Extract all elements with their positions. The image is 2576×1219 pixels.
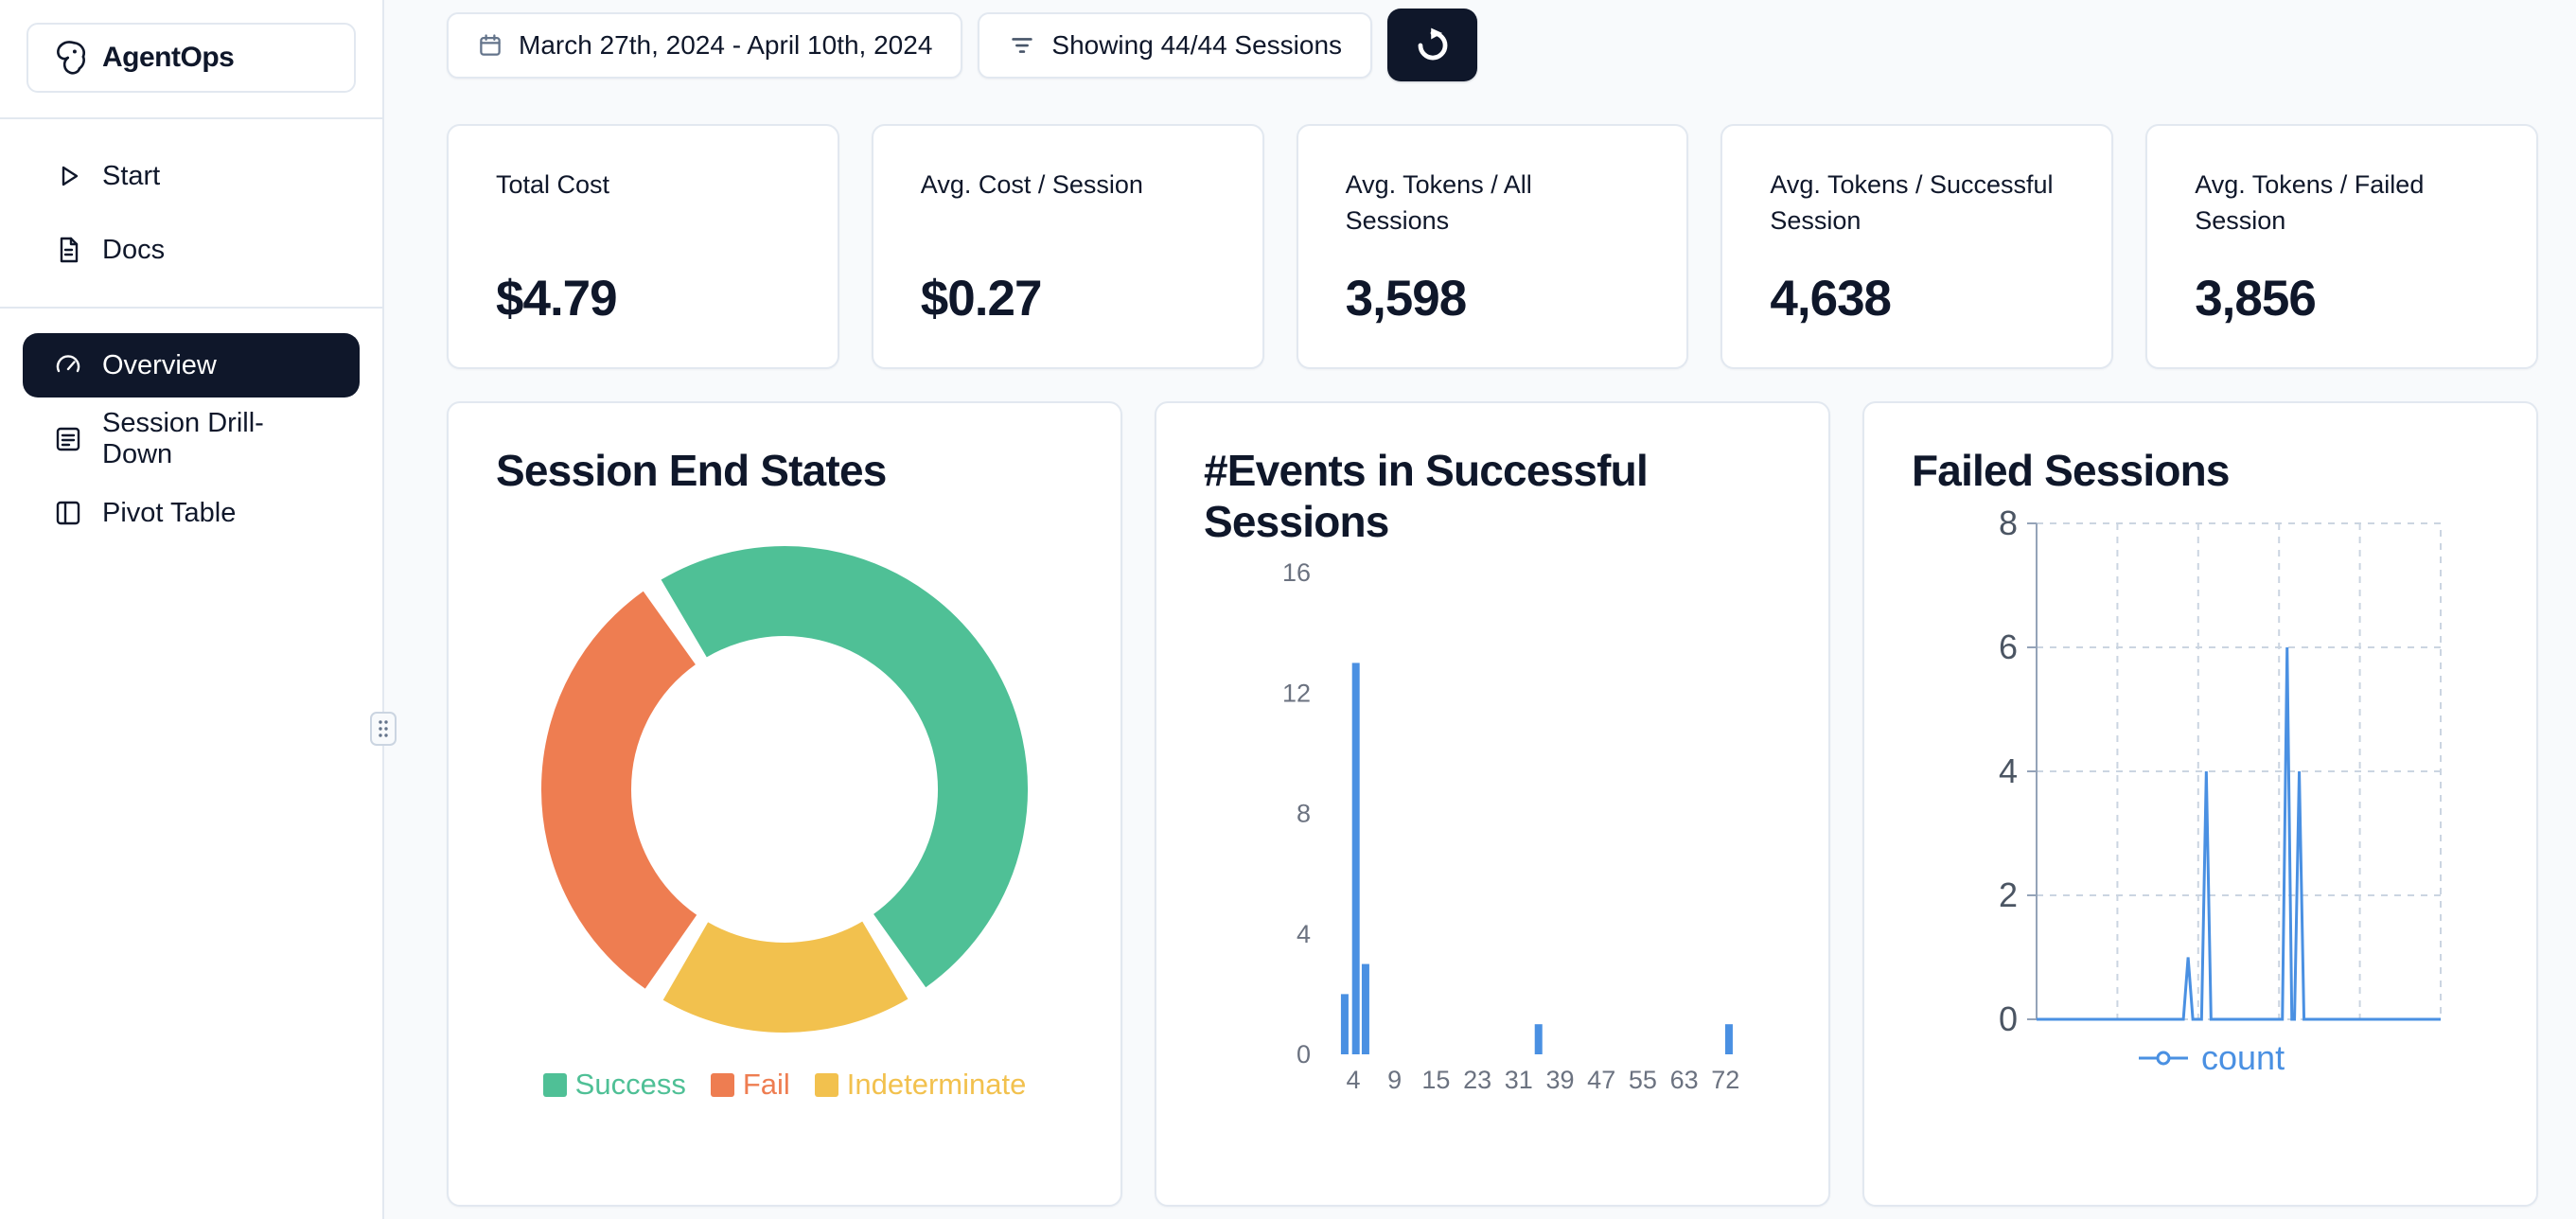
- topbar: March 27th, 2024 - April 10th, 2024 Show…: [447, 9, 2538, 81]
- stat-label: Avg. Tokens / Successful Session: [1770, 170, 2054, 235]
- document-icon: [60, 237, 79, 263]
- svg-text:23: 23: [1463, 1066, 1491, 1094]
- legend-swatch: [814, 1072, 838, 1097]
- legend-label: Fail: [742, 1068, 790, 1102]
- legend-item-success[interactable]: Success: [542, 1068, 686, 1102]
- svg-text:12: 12: [1282, 679, 1311, 707]
- stat-value: 4,638: [1770, 271, 1892, 327]
- svg-text:39: 39: [1545, 1066, 1574, 1094]
- svg-text:8: 8: [1297, 800, 1311, 828]
- sidebar-item-pivot-table[interactable]: Pivot Table: [23, 481, 360, 545]
- svg-text:31: 31: [1505, 1066, 1533, 1094]
- refresh-icon: [1418, 27, 1447, 60]
- stats-row: Total Cost $4.79 Avg. Cost / Session $0.…: [447, 124, 2538, 369]
- legend-swatch: [542, 1072, 567, 1097]
- date-range-label: March 27th, 2024 - April 10th, 2024: [519, 29, 933, 60]
- stat-card-avg-tokens-failed: Avg. Tokens / Failed Session 3,856: [2145, 124, 2538, 369]
- svg-text:55: 55: [1629, 1066, 1657, 1094]
- svg-text:15: 15: [1421, 1066, 1450, 1094]
- stat-card-avg-tokens-all: Avg. Tokens / All Sessions 3,598: [1296, 124, 1689, 369]
- svg-text:16: 16: [1282, 558, 1311, 587]
- session-end-states-card: Session End States Success Fail Indetermin…: [447, 401, 1122, 1207]
- stat-value: 3,856: [2195, 271, 2317, 327]
- stat-card-avg-cost-session: Avg. Cost / Session $0.27: [871, 124, 1264, 369]
- main-content: March 27th, 2024 - April 10th, 2024 Show…: [384, 0, 2576, 1219]
- sidebar-item-overview[interactable]: Overview: [23, 333, 360, 398]
- svg-text:0: 0: [1297, 1040, 1311, 1069]
- svg-text:9: 9: [1387, 1066, 1402, 1094]
- charts-row: Session End States Success Fail Indetermin…: [447, 401, 2538, 1207]
- stat-label: Total Cost: [496, 170, 610, 199]
- sidebar-item-label: Docs: [102, 234, 166, 265]
- legend-swatch: [710, 1072, 734, 1097]
- sidebar-item-label: Pivot Table: [102, 497, 237, 528]
- svg-text:0: 0: [1999, 999, 2018, 1038]
- donut-legend: Success Fail Indeterminate: [496, 1068, 1073, 1102]
- donut-chart: [496, 524, 1073, 1054]
- stat-value: $4.79: [496, 271, 618, 327]
- sidebar-item-label: Overview: [102, 349, 217, 380]
- session-filter-button[interactable]: Showing 44/44 Sessions: [978, 11, 1373, 79]
- stat-label: Avg. Cost / Session: [920, 170, 1143, 199]
- stat-label: Avg. Tokens / All Sessions: [1345, 170, 1532, 235]
- legend-label: Success: [574, 1068, 686, 1102]
- play-icon: [62, 166, 79, 186]
- refresh-button[interactable]: [1387, 9, 1478, 81]
- chart-title: Session End States: [496, 446, 887, 495]
- chart-title: #Events in Successful Sessions: [1204, 446, 1649, 547]
- donut-svg: [541, 546, 1028, 1034]
- events-histogram-card: #Events in Successful Sessions 0 4 8 12 16 4 9…: [1155, 401, 1830, 1207]
- filter-icon: [1012, 37, 1033, 53]
- pivot-table-icon: [56, 501, 80, 525]
- brand-name: AgentOps: [102, 42, 235, 73]
- stat-card-total-cost: Total Cost $4.79: [447, 124, 839, 369]
- grip-dots-icon: [379, 720, 388, 737]
- sidebar-nav-main: Overview Session Drill-Down: [0, 333, 382, 545]
- sidebar-item-session-drill-down[interactable]: Session Drill-Down: [23, 407, 360, 471]
- stat-card-avg-tokens-successful: Avg. Tokens / Successful Session 4,638: [1720, 124, 2114, 369]
- sidebar-resize-handle[interactable]: [370, 712, 397, 746]
- failed-sessions-card: Failed Sessions 0 2 4 6 8 count: [1862, 401, 2538, 1207]
- session-filter-label: Showing 44/44 Sessions: [1051, 29, 1343, 60]
- sidebar-item-label: Start: [102, 160, 161, 191]
- sidebar: AgentOps Start Docs: [0, 0, 397, 1219]
- calendar-icon: [480, 33, 501, 56]
- svg-text:72: 72: [1711, 1066, 1739, 1094]
- svg-text:6: 6: [1999, 627, 2018, 666]
- svg-text:4: 4: [1297, 920, 1311, 948]
- date-range-button[interactable]: March 27th, 2024 - April 10th, 2024: [447, 11, 963, 79]
- svg-text:47: 47: [1587, 1066, 1615, 1094]
- svg-text:2: 2: [1999, 875, 2018, 914]
- legend-item-indeterminate[interactable]: Indeterminate: [814, 1068, 1027, 1102]
- sidebar-nav-top: Start Docs: [0, 144, 382, 282]
- svg-text:count: count: [2201, 1038, 2285, 1077]
- sidebar-item-start[interactable]: Start: [23, 144, 360, 208]
- svg-text:4: 4: [1346, 1066, 1360, 1094]
- failed-sessions-line-chart: 0 2 4 6 8 count: [1999, 504, 2442, 1077]
- agentops-logo-icon: [57, 41, 85, 75]
- brand-logo[interactable]: AgentOps: [26, 23, 356, 93]
- stat-value: $0.27: [920, 271, 1043, 327]
- sidebar-item-label: Session Drill-Down: [102, 408, 264, 469]
- svg-text:8: 8: [1999, 504, 2018, 542]
- stat-label: Avg. Tokens / Failed Session: [2195, 170, 2425, 235]
- stat-value: 3,598: [1345, 271, 1468, 327]
- chart-title: Failed Sessions: [1912, 446, 2231, 495]
- sidebar-item-docs[interactable]: Docs: [23, 218, 360, 282]
- legend-item-fail[interactable]: Fail: [710, 1068, 790, 1102]
- legend-label: Indeterminate: [846, 1068, 1027, 1102]
- sidebar-divider: [0, 307, 382, 309]
- svg-text:4: 4: [1999, 751, 2018, 790]
- gauge-icon: [56, 355, 80, 373]
- svg-text:63: 63: [1670, 1066, 1699, 1094]
- list-details-icon: [56, 427, 80, 451]
- sidebar-divider: [0, 117, 382, 119]
